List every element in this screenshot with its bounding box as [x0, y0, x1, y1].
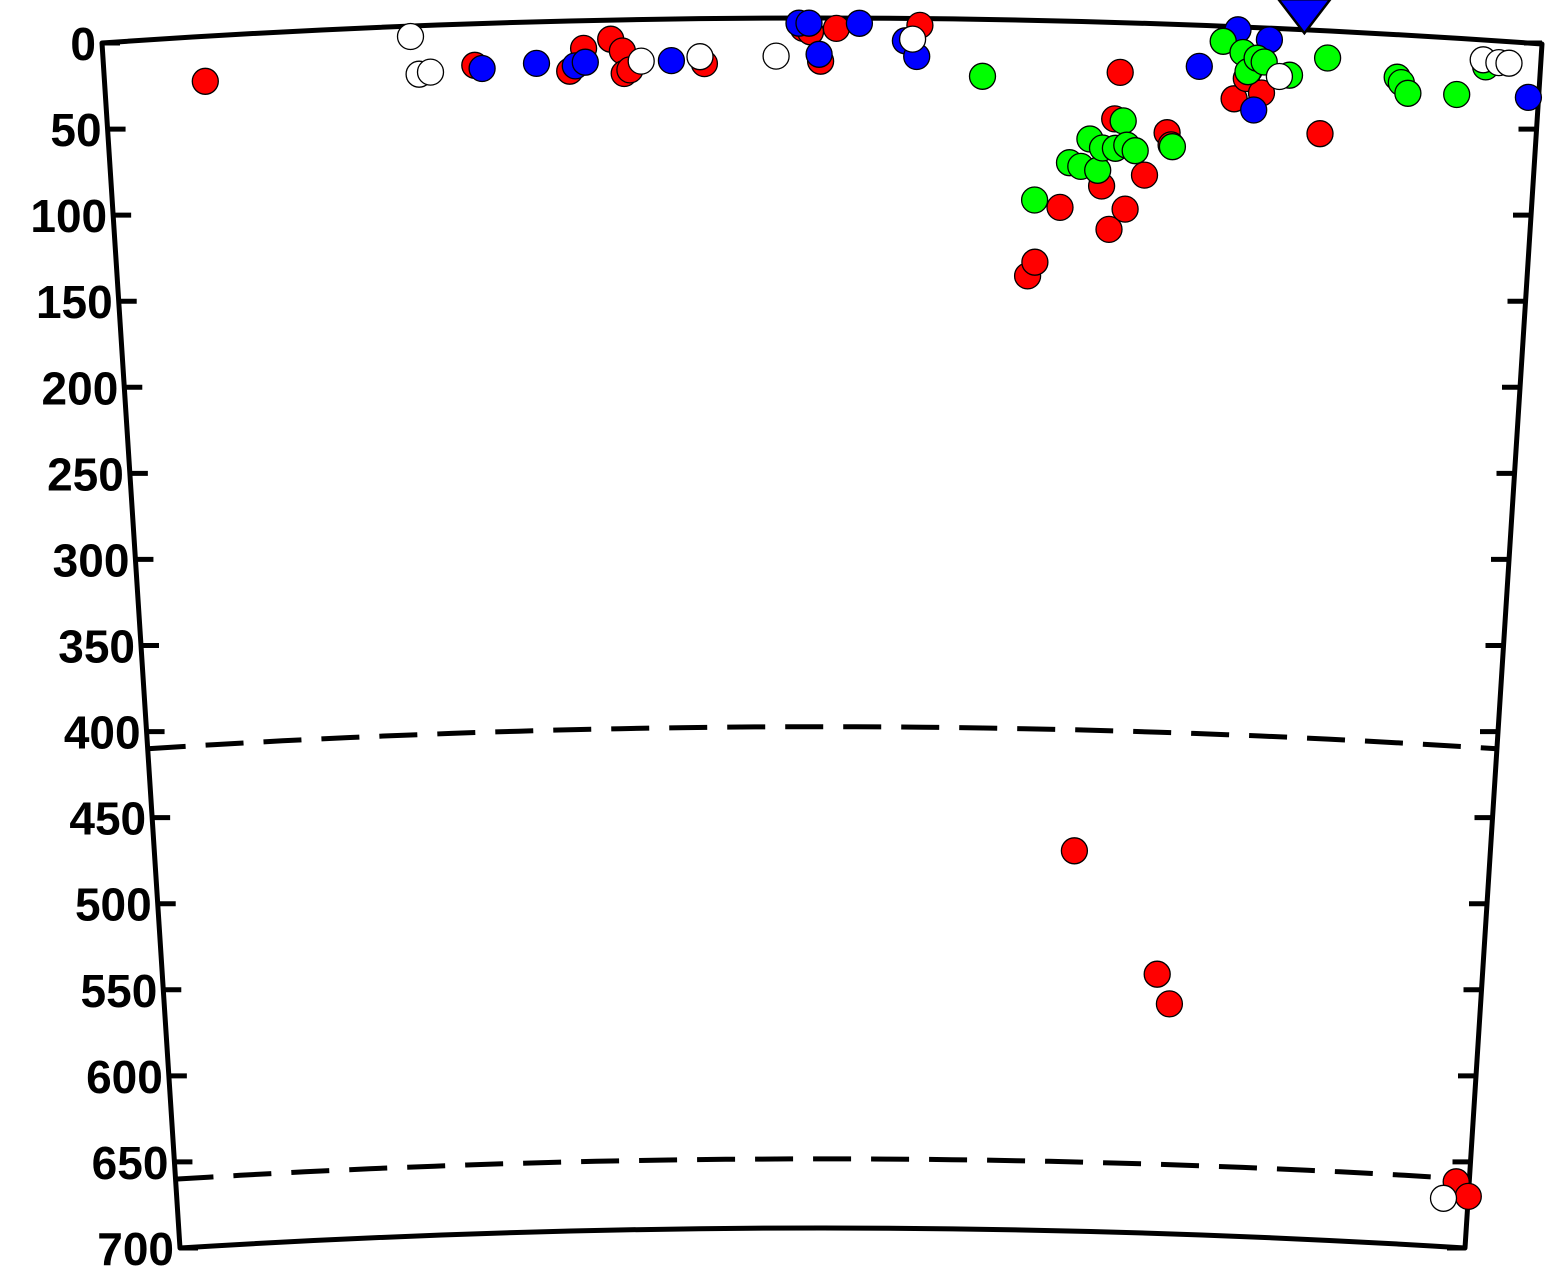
data-point-green [1158, 133, 1187, 161]
data-point-green [1020, 186, 1049, 214]
data-point-blue [1240, 96, 1268, 124]
station-marker [1277, 0, 1332, 36]
y-tick-label: 450 [69, 793, 146, 845]
data-point-open [627, 47, 655, 75]
data-point-blue [1514, 83, 1543, 112]
y-tick-label: 650 [92, 1137, 169, 1189]
data-point-red [1095, 215, 1123, 244]
chart-frame [99, 15, 1545, 1251]
data-point-open [416, 58, 445, 86]
data-point-red [1106, 58, 1134, 87]
y-tick-label: 300 [53, 534, 130, 586]
frame-outline [99, 15, 1545, 1251]
data-point-blue [657, 46, 686, 75]
data-point-blue [845, 9, 874, 37]
inverted-triangle-icon [1277, 0, 1332, 36]
data-point-blue [805, 40, 833, 68]
data-point-open [1495, 49, 1523, 77]
data-point-green [1443, 80, 1471, 109]
y-tick-label: 500 [75, 879, 152, 931]
data-point-open [898, 25, 927, 53]
data-point-red [1155, 990, 1184, 1018]
y-tick-label: 400 [64, 707, 141, 759]
data-point-open [1265, 62, 1294, 91]
data-point-open [396, 22, 425, 51]
y-tick-label: 0 [70, 18, 96, 70]
data-point-red [1454, 1182, 1482, 1211]
data-point-red [822, 14, 851, 43]
data-point-red [1143, 960, 1171, 988]
y-tick-label: 200 [42, 362, 119, 414]
tick-marks [102, 40, 1542, 1251]
data-point-blue [795, 9, 823, 37]
data-point-green [1109, 107, 1137, 135]
data-point-red [1046, 193, 1074, 222]
y-tick-label: 250 [47, 448, 124, 500]
data-point-red [1111, 195, 1139, 223]
data-point-red [1306, 120, 1334, 148]
y-tick-label: 550 [81, 965, 158, 1017]
data-point-green [1394, 79, 1422, 107]
data-point-blue [1185, 52, 1213, 81]
data-point-green [1084, 156, 1112, 184]
data-point-red [1130, 161, 1159, 189]
y-tick-label: 700 [97, 1223, 174, 1275]
y-tick-label: 600 [86, 1051, 163, 1103]
data-point-open [686, 43, 714, 71]
y-tick-label: 350 [58, 621, 135, 673]
data-point-blue [522, 49, 551, 78]
data-point-green [1121, 137, 1149, 165]
y-tick-labels: 0 50 100 150 200 250 300 350 400 450 500 550 600 650 7… [30, 18, 174, 1275]
y-tick-label: 100 [30, 190, 107, 242]
data-point-red [191, 67, 219, 95]
data-point-blue [468, 54, 496, 83]
data-point-open [1429, 1184, 1458, 1212]
discontinuity-line [147, 724, 1498, 752]
data-point-green [1313, 44, 1342, 72]
data-points [191, 9, 1543, 1212]
data-point-green [968, 62, 997, 90]
data-point-open [762, 42, 790, 70]
discontinuity-line [175, 1156, 1470, 1182]
discontinuity-lines [147, 724, 1498, 1182]
data-point-red [1021, 248, 1049, 276]
y-tick-label: 150 [36, 276, 113, 328]
data-point-blue [571, 48, 599, 76]
data-point-red [1060, 837, 1089, 865]
y-tick-label: 50 [50, 104, 101, 156]
